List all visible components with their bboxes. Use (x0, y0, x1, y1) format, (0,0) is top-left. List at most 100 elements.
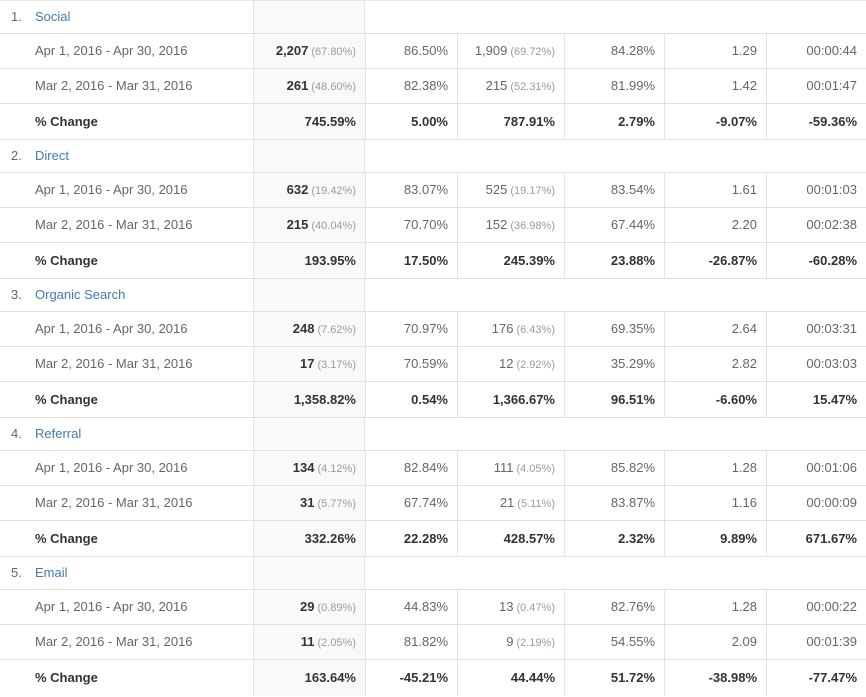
sessions-cell: 17 (3.17%) (253, 347, 365, 381)
bounce-rate-cell: 35.29% (564, 347, 664, 381)
sessions-value: 248 (292, 321, 315, 336)
avg-session-duration-cell: 00:01:03 (766, 173, 866, 207)
channel-link[interactable]: Direct (35, 148, 69, 163)
pct-new-sessions-change-cell: 17.50% (365, 243, 457, 278)
sessions-cell: 134 (4.12%) (253, 451, 365, 485)
avg-session-duration-cell: 00:02:38 (766, 208, 866, 242)
date-range-label-cell: Apr 1, 2016 - Apr 30, 2016 (0, 451, 253, 485)
new-users-value: 215 (485, 78, 508, 93)
bounce-rate-cell: 85.82% (564, 451, 664, 485)
new-users-change-cell: 1,366.67% (457, 382, 564, 417)
pct-new-sessions-cell: 67.74% (365, 486, 457, 520)
new-users-cell: 9 (2.19%) (457, 625, 564, 659)
sessions-change-cell: 193.95% (253, 243, 365, 278)
bounce-rate-cell: 82.76% (564, 590, 664, 624)
avg-session-duration-cell: 00:03:31 (766, 312, 866, 346)
pct-new-sessions-cell: 83.07% (365, 173, 457, 207)
new-users-cell: 21 (5.11%) (457, 486, 564, 520)
sessions-share: (40.04%) (311, 220, 356, 232)
new-users-value: 1,909 (474, 43, 508, 58)
new-users-cell: 13 (0.47%) (457, 590, 564, 624)
bounce-rate-cell: 54.55% (564, 625, 664, 659)
date-range-label: Apr 1, 2016 - Apr 30, 2016 (35, 182, 188, 197)
new-users-cell: 215 (52.31%) (457, 69, 564, 103)
pages-per-session-change-cell: -38.98% (664, 660, 766, 696)
date-range-label-cell: Apr 1, 2016 - Apr 30, 2016 (0, 312, 253, 346)
sessions-share: (5.77%) (317, 498, 356, 510)
new-users-share: (69.72%) (510, 46, 555, 58)
sessions-share: (67.80%) (311, 46, 356, 58)
sessions-cell: 29 (0.89%) (253, 590, 365, 624)
date-range-row-comparison: Mar 2, 2016 - Mar 31, 2016 261 (48.60%) 8… (0, 69, 866, 104)
avg-session-duration-change-cell: -59.36% (766, 104, 866, 139)
pages-per-session-cell: 1.28 (664, 590, 766, 624)
sessions-value: 31 (300, 495, 315, 510)
change-label-cell: % Change (0, 243, 253, 278)
date-range-row-primary: Apr 1, 2016 - Apr 30, 2016 632 (19.42%) 8… (0, 173, 866, 208)
pages-per-session-cell: 2.20 (664, 208, 766, 242)
percent-change-row: % Change 163.64% -45.21% 44.44% 51.72% -… (0, 660, 866, 696)
date-range-label-cell: Mar 2, 2016 - Mar 31, 2016 (0, 347, 253, 381)
change-label: % Change (35, 253, 98, 268)
channel-header-row: 2. Direct (0, 140, 866, 173)
date-range-label-cell: Mar 2, 2016 - Mar 31, 2016 (0, 486, 253, 520)
bounce-rate-cell: 69.35% (564, 312, 664, 346)
percent-change-row: % Change 332.26% 22.28% 428.57% 2.32% 9.… (0, 521, 866, 557)
change-label-cell: % Change (0, 382, 253, 417)
sessions-column-spacer (253, 1, 365, 33)
change-label: % Change (35, 114, 98, 129)
date-range-row-comparison: Mar 2, 2016 - Mar 31, 2016 215 (40.04%) 7… (0, 208, 866, 243)
new-users-share: (4.05%) (516, 463, 555, 475)
new-users-value: 21 (499, 495, 515, 510)
channel-link[interactable]: Organic Search (35, 287, 126, 302)
channel-rank: 2. (11, 148, 22, 163)
pct-new-sessions-change-cell: -45.21% (365, 660, 457, 696)
avg-session-duration-cell: 00:01:47 (766, 69, 866, 103)
channel-name-cell: 4. Referral (0, 418, 253, 450)
sessions-share: (19.42%) (311, 185, 356, 197)
change-label: % Change (35, 531, 98, 546)
row-filler (365, 418, 866, 450)
channel-header-row: 5. Email (0, 557, 866, 590)
sessions-cell: 215 (40.04%) (253, 208, 365, 242)
sessions-share: (48.60%) (311, 81, 356, 93)
bounce-rate-change-cell: 2.79% (564, 104, 664, 139)
sessions-share: (7.62%) (317, 324, 356, 336)
channel-link[interactable]: Email (35, 565, 68, 580)
change-label-cell: % Change (0, 660, 253, 696)
new-users-cell: 176 (6.43%) (457, 312, 564, 346)
new-users-share: (2.92%) (516, 359, 555, 371)
channel-rank: 5. (11, 565, 22, 580)
percent-change-row: % Change 193.95% 17.50% 245.39% 23.88% -… (0, 243, 866, 279)
date-range-label: Mar 2, 2016 - Mar 31, 2016 (35, 217, 193, 232)
avg-session-duration-cell: 00:00:09 (766, 486, 866, 520)
channel-header-row: 1. Social (0, 1, 866, 34)
sessions-column-spacer (253, 557, 365, 589)
row-filler (365, 1, 866, 33)
date-range-row-primary: Apr 1, 2016 - Apr 30, 2016 2,207 (67.80%)… (0, 34, 866, 69)
new-users-cell: 111 (4.05%) (457, 451, 564, 485)
bounce-rate-cell: 81.99% (564, 69, 664, 103)
channel-name-cell: 3. Organic Search (0, 279, 253, 311)
new-users-share: (19.17%) (510, 185, 555, 197)
avg-session-duration-cell: 00:00:22 (766, 590, 866, 624)
channel-link[interactable]: Referral (35, 426, 82, 441)
channel-header-row: 4. Referral (0, 418, 866, 451)
change-label-cell: % Change (0, 104, 253, 139)
bounce-rate-change-cell: 96.51% (564, 382, 664, 417)
pages-per-session-cell: 1.29 (664, 34, 766, 68)
pages-per-session-cell: 1.28 (664, 451, 766, 485)
sessions-cell: 2,207 (67.80%) (253, 34, 365, 68)
row-filler (365, 557, 866, 589)
new-users-value: 152 (485, 217, 508, 232)
channel-name-cell: 5. Email (0, 557, 253, 589)
avg-session-duration-cell: 00:03:03 (766, 347, 866, 381)
sessions-change-cell: 163.64% (253, 660, 365, 696)
new-users-share: (5.11%) (517, 498, 555, 510)
channel-section: 3. Organic Search Apr 1, 2016 - Apr 30, 2… (0, 279, 866, 418)
date-range-row-primary: Apr 1, 2016 - Apr 30, 2016 29 (0.89%) 44.… (0, 590, 866, 625)
date-range-label: Apr 1, 2016 - Apr 30, 2016 (35, 43, 188, 58)
pct-new-sessions-change-cell: 5.00% (365, 104, 457, 139)
channel-link[interactable]: Social (35, 9, 71, 24)
